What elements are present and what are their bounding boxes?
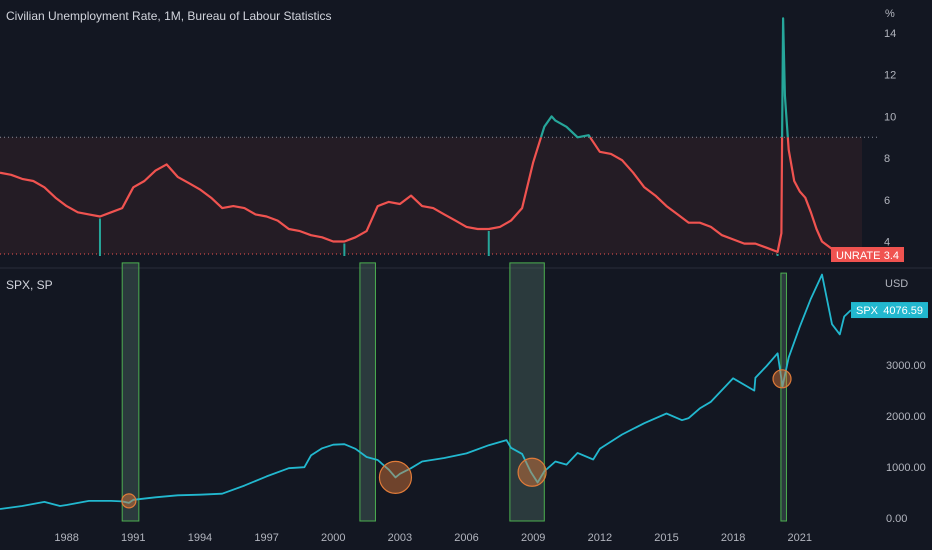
spx-series [0, 273, 852, 510]
spx-unit-label: USD [885, 278, 908, 290]
unrate-value-badge[interactable]: UNRATE 3.4 [831, 247, 904, 262]
spx-axis-ticks: 0.00 1000.00 2000.00 3000.00 [886, 360, 926, 525]
spx-badge-bg [851, 302, 928, 319]
time-tick-label: 1994 [188, 532, 212, 544]
unrate-pane[interactable]: 4 6 8 10 12 14 Civilian Unemployment Rate, 1M… [0, 8, 904, 262]
bottom-markers [121, 369, 792, 509]
spx-tick-label: 0.00 [886, 513, 907, 525]
time-tick-label: 1997 [254, 532, 278, 544]
time-axis-ticks: 1988 1991 1994 1997 2000 2003 2006 2009 2012 2015… [54, 532, 812, 544]
unrate-threshold-band [0, 137, 862, 254]
unrate-title: Civilian Unemployment Rate, 1M, Bureau o… [6, 9, 331, 23]
unrate-tick-label: 4 [884, 236, 890, 248]
unrate-tick-label: 8 [884, 153, 890, 165]
time-tick-label: 2006 [454, 532, 478, 544]
spx-badge-label: SPX [856, 305, 879, 317]
unrate-badge-bg [831, 247, 904, 262]
time-tick-label: 2021 [788, 532, 812, 544]
spx-badge-value: 4076.59 [883, 305, 923, 317]
recession-box [780, 272, 787, 522]
recession-box [359, 262, 376, 522]
time-tick-label: 2003 [388, 532, 412, 544]
unrate-tick-label: 12 [884, 70, 896, 82]
time-tick-label: 2009 [521, 532, 545, 544]
time-tick-label: 1988 [54, 532, 78, 544]
unrate-tick-label: 6 [884, 195, 890, 207]
spx-tick-label: 2000.00 [886, 411, 926, 423]
spx-tick-label: 3000.00 [886, 360, 926, 372]
unrate-line [589, 136, 784, 253]
time-tick-label: 2015 [654, 532, 678, 544]
time-tick-label: 2018 [721, 532, 745, 544]
unrate-line [786, 137, 845, 256]
bottom-marker [121, 493, 137, 509]
unrate-badge-label: UNRATE [836, 250, 880, 262]
recession-box [509, 262, 545, 522]
spx-tick-label: 1000.00 [886, 462, 926, 474]
unrate-unit-label: % [885, 8, 895, 20]
spx-title: SPX, SP [6, 278, 53, 292]
recession-box [121, 262, 140, 522]
unrate-badge-value: 3.4 [884, 250, 899, 262]
time-tick-label: 2000 [321, 532, 345, 544]
recession-shading [121, 262, 787, 522]
unrate-tick-label: 10 [884, 111, 896, 123]
unrate-tick-label: 14 [884, 28, 896, 40]
spx-value-badge[interactable]: SPX 4076.59 [851, 302, 928, 319]
unrate-line-above-threshold [539, 115, 592, 139]
unrate-low-markers [98, 218, 779, 256]
time-tick-label: 1991 [121, 532, 145, 544]
time-tick-label: 2012 [588, 532, 612, 544]
spx-line [0, 273, 852, 510]
unrate-axis-ticks: 4 6 8 10 12 14 [884, 28, 896, 248]
unrate-line [0, 136, 543, 243]
unrate-series [0, 17, 845, 256]
unrate-line-above-threshold [781, 17, 789, 138]
bottom-marker [772, 369, 792, 389]
bottom-marker [378, 460, 413, 494]
bottom-marker [517, 457, 547, 487]
